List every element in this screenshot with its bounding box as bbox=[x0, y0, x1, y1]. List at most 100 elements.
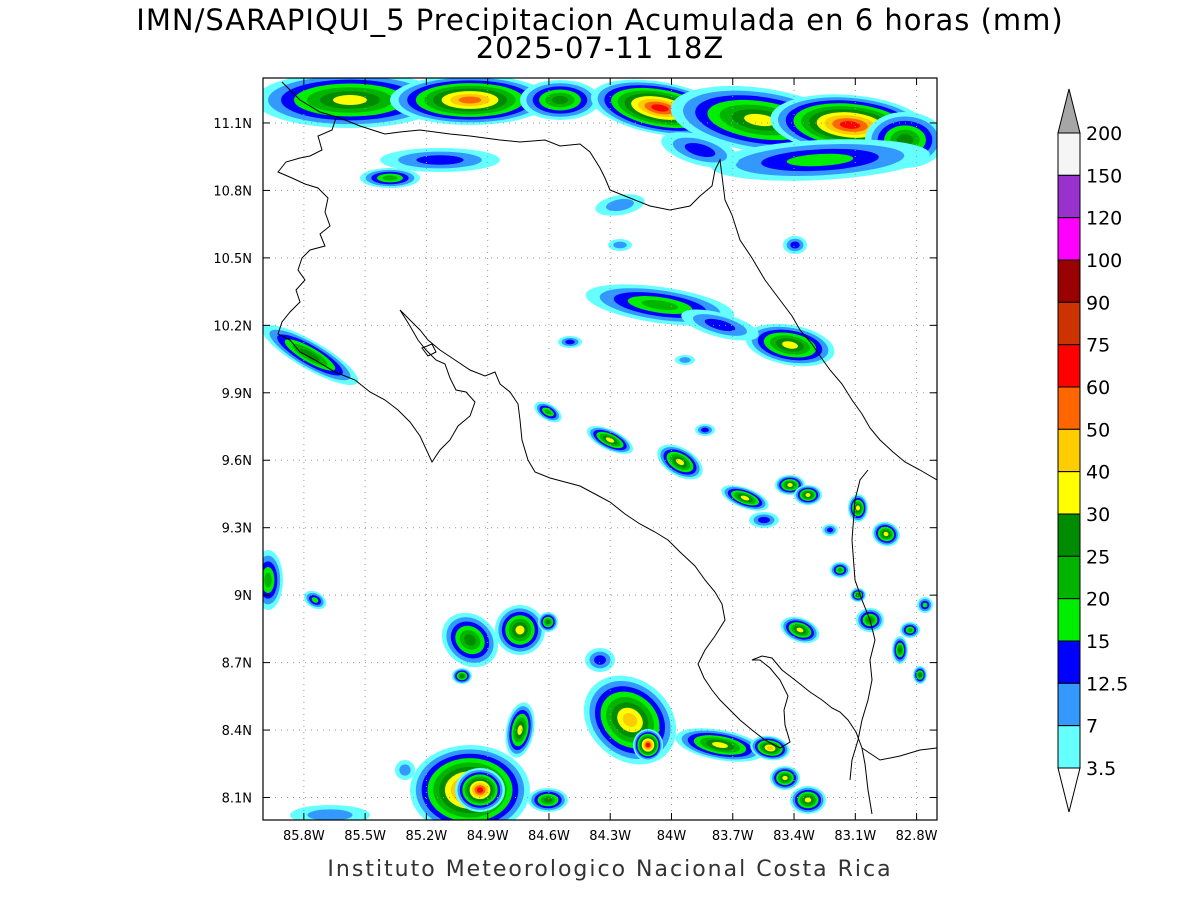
precip-contour bbox=[459, 674, 465, 678]
colorbar-label: 150 bbox=[1086, 165, 1122, 187]
precip-contour bbox=[805, 493, 811, 497]
precip-contour bbox=[543, 797, 553, 803]
lon-tick-label: 82.8W bbox=[896, 829, 938, 844]
colorbar-swatch bbox=[1057, 217, 1081, 261]
precipitation-field bbox=[263, 78, 937, 820]
precip-contour bbox=[684, 142, 716, 158]
nicaragua-border bbox=[281, 81, 726, 211]
precip-contour bbox=[782, 341, 798, 349]
panama-coast bbox=[861, 747, 937, 761]
precip-contour bbox=[787, 483, 793, 487]
colorbar-swatch bbox=[1057, 259, 1081, 303]
lat-tick-label: 10.8N bbox=[213, 184, 252, 199]
precip-contour bbox=[622, 713, 638, 727]
colorbar-label: 60 bbox=[1086, 377, 1110, 399]
colorbar-swatch bbox=[1057, 174, 1081, 219]
precip-contour bbox=[907, 628, 913, 632]
map-subtitle-datetime: 2025-07-11 18Z bbox=[475, 31, 725, 65]
precip-contour bbox=[545, 619, 551, 625]
lon-tick-label: 85.2W bbox=[405, 829, 447, 844]
colorbar-label: 100 bbox=[1086, 250, 1122, 272]
precip-contour bbox=[551, 95, 569, 105]
colorbar-swatch bbox=[1057, 344, 1081, 388]
lat-tick-label: 10.2N bbox=[213, 319, 252, 334]
precip-contour bbox=[646, 742, 650, 748]
colorbar-label: 20 bbox=[1086, 589, 1110, 611]
colorbar-bottom-arrow bbox=[1057, 767, 1081, 813]
precip-contour bbox=[679, 357, 691, 363]
colorbar-label: 50 bbox=[1086, 419, 1110, 441]
precip-contour bbox=[565, 339, 575, 345]
precip-contour bbox=[804, 797, 812, 803]
precip-contour bbox=[758, 516, 770, 524]
colorbar-top-arrow bbox=[1057, 88, 1081, 134]
precip-contour bbox=[399, 764, 411, 776]
colorbar-swatch bbox=[1057, 513, 1081, 557]
footer-credit: Instituto Meteorologico Nacional Costa R… bbox=[327, 857, 893, 882]
precip-contour bbox=[826, 527, 834, 533]
precip-contour bbox=[740, 495, 750, 501]
colorbar-label: 200 bbox=[1086, 123, 1122, 145]
precip-contour bbox=[613, 241, 627, 249]
precip-contour bbox=[837, 568, 843, 572]
precip-contour bbox=[333, 95, 367, 105]
lon-tick-label: 83.4W bbox=[773, 829, 815, 844]
precip-contour bbox=[790, 241, 800, 249]
lat-tick-label: 9.3N bbox=[222, 522, 252, 537]
precip-contour bbox=[918, 673, 922, 677]
precip-contour bbox=[796, 627, 804, 633]
island bbox=[421, 343, 437, 357]
colorbar-label: 15 bbox=[1086, 631, 1110, 653]
colorbar-swatch bbox=[1057, 682, 1081, 727]
colorbar-swatch bbox=[1057, 301, 1081, 346]
colorbar-legend: 200 150 120 100 90 75 60 50 40 30 25 20 15 12.5 7 3.5 bbox=[1057, 88, 1128, 813]
map-title: IMN/SARAPIQUI_5 Precipitacion Acumulada … bbox=[136, 3, 1064, 37]
precip-contour bbox=[605, 437, 615, 443]
pacific-coast-north bbox=[277, 117, 873, 815]
precip-contour bbox=[307, 809, 353, 820]
precip-contour bbox=[476, 787, 484, 793]
precip-contour bbox=[786, 153, 854, 167]
colorbar-label: 40 bbox=[1086, 462, 1110, 484]
precip-contour bbox=[701, 427, 709, 433]
lat-tick-label: 9N bbox=[234, 589, 252, 604]
precip-contour bbox=[382, 175, 398, 181]
precip-contour bbox=[458, 96, 482, 104]
precip-contour bbox=[766, 745, 774, 751]
lat-tick-label: 8.1N bbox=[222, 792, 252, 807]
precip-contour bbox=[922, 602, 928, 608]
precip-contour bbox=[515, 625, 525, 635]
colorbar-label: 25 bbox=[1086, 546, 1110, 568]
precip-contour bbox=[641, 299, 679, 311]
latitude-ticks: 11.1N 10.8N 10.5N 10.2N 9.9N 9.6N 9.3N 9N 8.7N 8.… bbox=[213, 117, 937, 807]
colorbar-swatch bbox=[1057, 386, 1081, 430]
lon-tick-label: 85.5W bbox=[344, 829, 386, 844]
precip-contour bbox=[898, 647, 902, 653]
colorbar-swatch bbox=[1057, 725, 1081, 769]
lon-tick-label: 84.3W bbox=[589, 829, 631, 844]
coastline-borders bbox=[277, 81, 937, 815]
lon-tick-label: 84.9W bbox=[467, 829, 509, 844]
lat-tick-label: 8.7N bbox=[222, 657, 252, 672]
lon-tick-label: 83.7W bbox=[712, 829, 754, 844]
precip-contour bbox=[712, 742, 728, 748]
colorbar-swatch bbox=[1057, 471, 1081, 515]
colorbar-label: 3.5 bbox=[1086, 758, 1116, 780]
lat-tick-label: 10.5N bbox=[213, 252, 252, 267]
colorbar-label: 75 bbox=[1086, 335, 1110, 357]
precip-contour bbox=[594, 655, 606, 665]
colorbar-swatch bbox=[1057, 555, 1081, 600]
colorbar-label: 120 bbox=[1086, 208, 1122, 230]
colorbar-swatch bbox=[1057, 640, 1081, 684]
precip-contour bbox=[606, 198, 634, 212]
colorbar-swatch bbox=[1057, 598, 1081, 642]
lat-tick-label: 9.9N bbox=[222, 387, 252, 402]
panama-border bbox=[849, 469, 876, 781]
lat-tick-label: 8.4N bbox=[222, 724, 252, 739]
caribbean-coast bbox=[724, 199, 937, 481]
lon-tick-label: 83.1W bbox=[834, 829, 876, 844]
lon-tick-label: 85.8W bbox=[283, 829, 325, 844]
precip-contour bbox=[464, 634, 476, 646]
precip-contour bbox=[300, 348, 320, 362]
colorbar-swatch bbox=[1057, 428, 1081, 473]
